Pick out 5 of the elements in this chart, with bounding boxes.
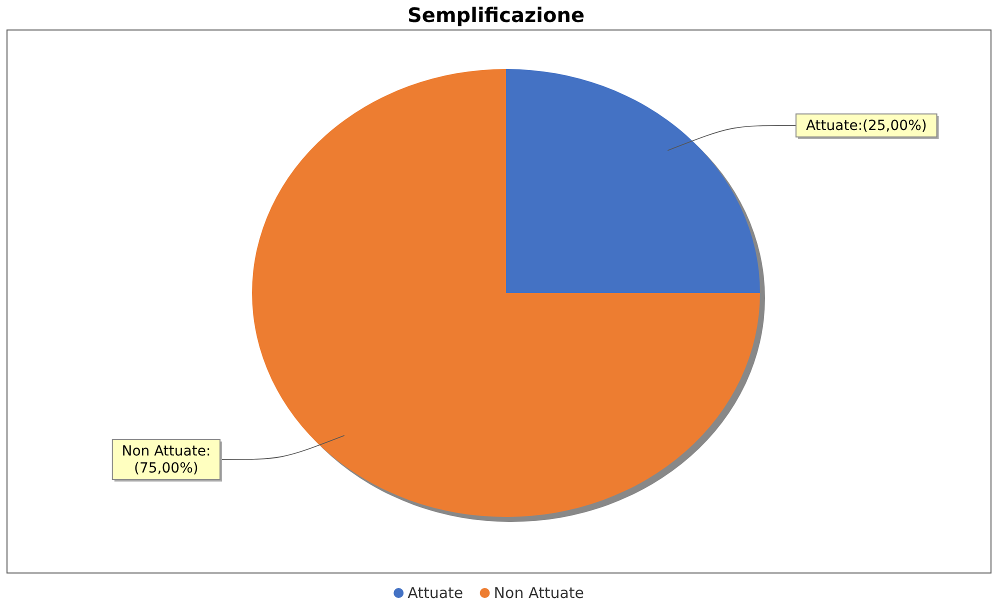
data-label: Attuate:(25,00%) bbox=[806, 118, 927, 134]
data-label: Non Attuate:(75,00%) bbox=[122, 444, 211, 477]
legend-label: Attuate bbox=[408, 584, 464, 601]
chart-title: Semplificazione bbox=[407, 3, 585, 27]
legend-label: Non Attuate bbox=[494, 584, 584, 601]
